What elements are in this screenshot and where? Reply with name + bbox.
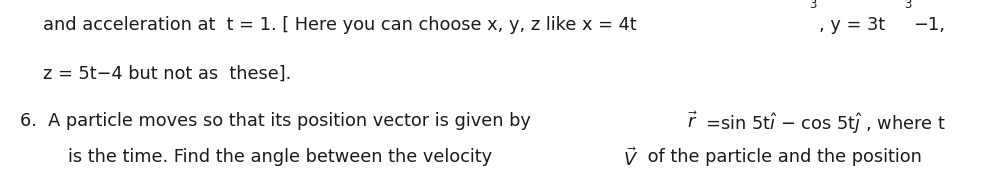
Text: 3: 3 [809,0,816,11]
Text: , y = 3t: , y = 3t [818,16,884,34]
Text: and acceleration at  t = 1. [ Here you can choose x, y, z like x = 4t: and acceleration at t = 1. [ Here you ca… [43,16,636,34]
Text: =sin 5t$\hat{\imath}$ − cos 5t$\hat{\jmath}$ , where t: =sin 5t$\hat{\imath}$ − cos 5t$\hat{\jma… [699,112,945,136]
Text: 3: 3 [903,0,911,11]
Text: 6.  A particle moves so that its position vector is given by: 6. A particle moves so that its position… [20,112,536,130]
Text: of the particle and the position: of the particle and the position [641,148,921,166]
Text: −1,: −1, [913,16,945,34]
Text: $\vec{r}$: $\vec{r}$ [685,112,696,132]
Text: $\vec{V}$: $\vec{V}$ [622,148,637,170]
Text: z = 5t−4 but not as  these].: z = 5t−4 but not as these]. [43,65,292,83]
Text: is the time. Find the angle between the velocity: is the time. Find the angle between the … [68,148,497,166]
